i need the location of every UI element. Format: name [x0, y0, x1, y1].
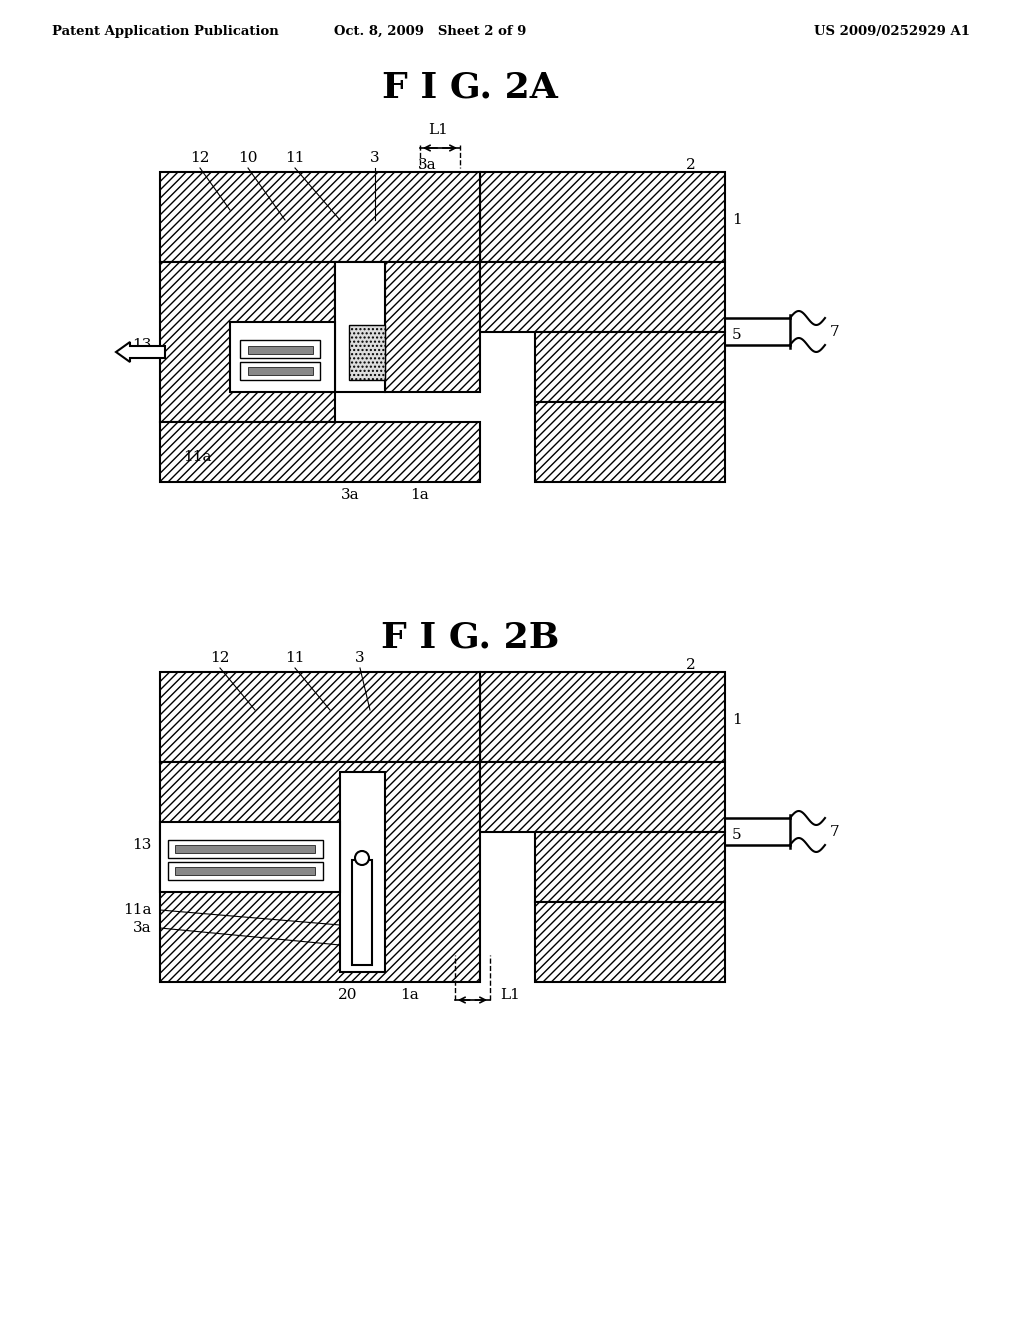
Bar — [160, 672, 480, 762]
Text: Oct. 8, 2009   Sheet 2 of 9: Oct. 8, 2009 Sheet 2 of 9 — [334, 25, 526, 38]
Text: 7: 7 — [830, 825, 840, 840]
Bar — [248, 367, 313, 375]
Text: F I G. 2A: F I G. 2A — [382, 70, 558, 104]
Text: 1: 1 — [732, 213, 741, 227]
Text: 2: 2 — [686, 158, 695, 172]
Text: L1: L1 — [500, 987, 520, 1002]
Text: 13: 13 — [133, 338, 152, 352]
Text: 5: 5 — [732, 828, 741, 842]
Text: 11: 11 — [286, 651, 305, 665]
Text: 11a: 11a — [183, 450, 212, 465]
Bar — [160, 261, 335, 422]
Bar — [535, 902, 725, 982]
Bar — [175, 867, 315, 875]
Text: 11: 11 — [286, 150, 305, 165]
Text: 2: 2 — [686, 657, 695, 672]
Bar — [352, 861, 372, 965]
Bar — [160, 762, 480, 982]
Text: 1: 1 — [732, 713, 741, 727]
Text: 1a: 1a — [411, 488, 429, 502]
Bar — [168, 862, 323, 880]
Bar — [535, 403, 725, 482]
Text: 12: 12 — [210, 651, 229, 665]
Text: 3a: 3a — [341, 488, 359, 502]
Bar — [230, 322, 335, 392]
Bar — [160, 822, 340, 892]
Bar — [385, 261, 480, 392]
Text: 3a: 3a — [418, 158, 436, 172]
Bar — [175, 845, 315, 853]
Bar — [460, 762, 725, 832]
Bar — [480, 172, 725, 261]
Bar — [480, 672, 725, 762]
Text: 3a: 3a — [133, 921, 152, 935]
Circle shape — [355, 851, 369, 865]
Text: 10: 10 — [239, 150, 258, 165]
Text: 7: 7 — [830, 325, 840, 339]
Text: 11a: 11a — [124, 903, 152, 917]
Text: 1a: 1a — [400, 987, 420, 1002]
Bar — [248, 346, 313, 354]
Bar — [535, 832, 725, 902]
Text: 12: 12 — [190, 150, 210, 165]
Bar — [349, 325, 385, 380]
Bar — [240, 362, 319, 380]
Text: 3: 3 — [371, 150, 380, 165]
Bar — [240, 341, 319, 358]
FancyArrow shape — [116, 342, 165, 362]
Bar — [335, 261, 385, 392]
Text: L1: L1 — [428, 123, 447, 137]
Bar — [160, 422, 480, 482]
Text: 20: 20 — [338, 987, 357, 1002]
Bar — [340, 772, 385, 972]
Bar — [160, 172, 480, 261]
Bar — [535, 333, 725, 403]
Text: F I G. 2B: F I G. 2B — [381, 620, 559, 653]
Text: US 2009/0252929 A1: US 2009/0252929 A1 — [814, 25, 970, 38]
Bar — [460, 261, 725, 333]
Text: Patent Application Publication: Patent Application Publication — [52, 25, 279, 38]
Text: 3: 3 — [355, 651, 365, 665]
Text: 13: 13 — [133, 838, 152, 851]
Text: 5: 5 — [732, 327, 741, 342]
Bar — [168, 840, 323, 858]
